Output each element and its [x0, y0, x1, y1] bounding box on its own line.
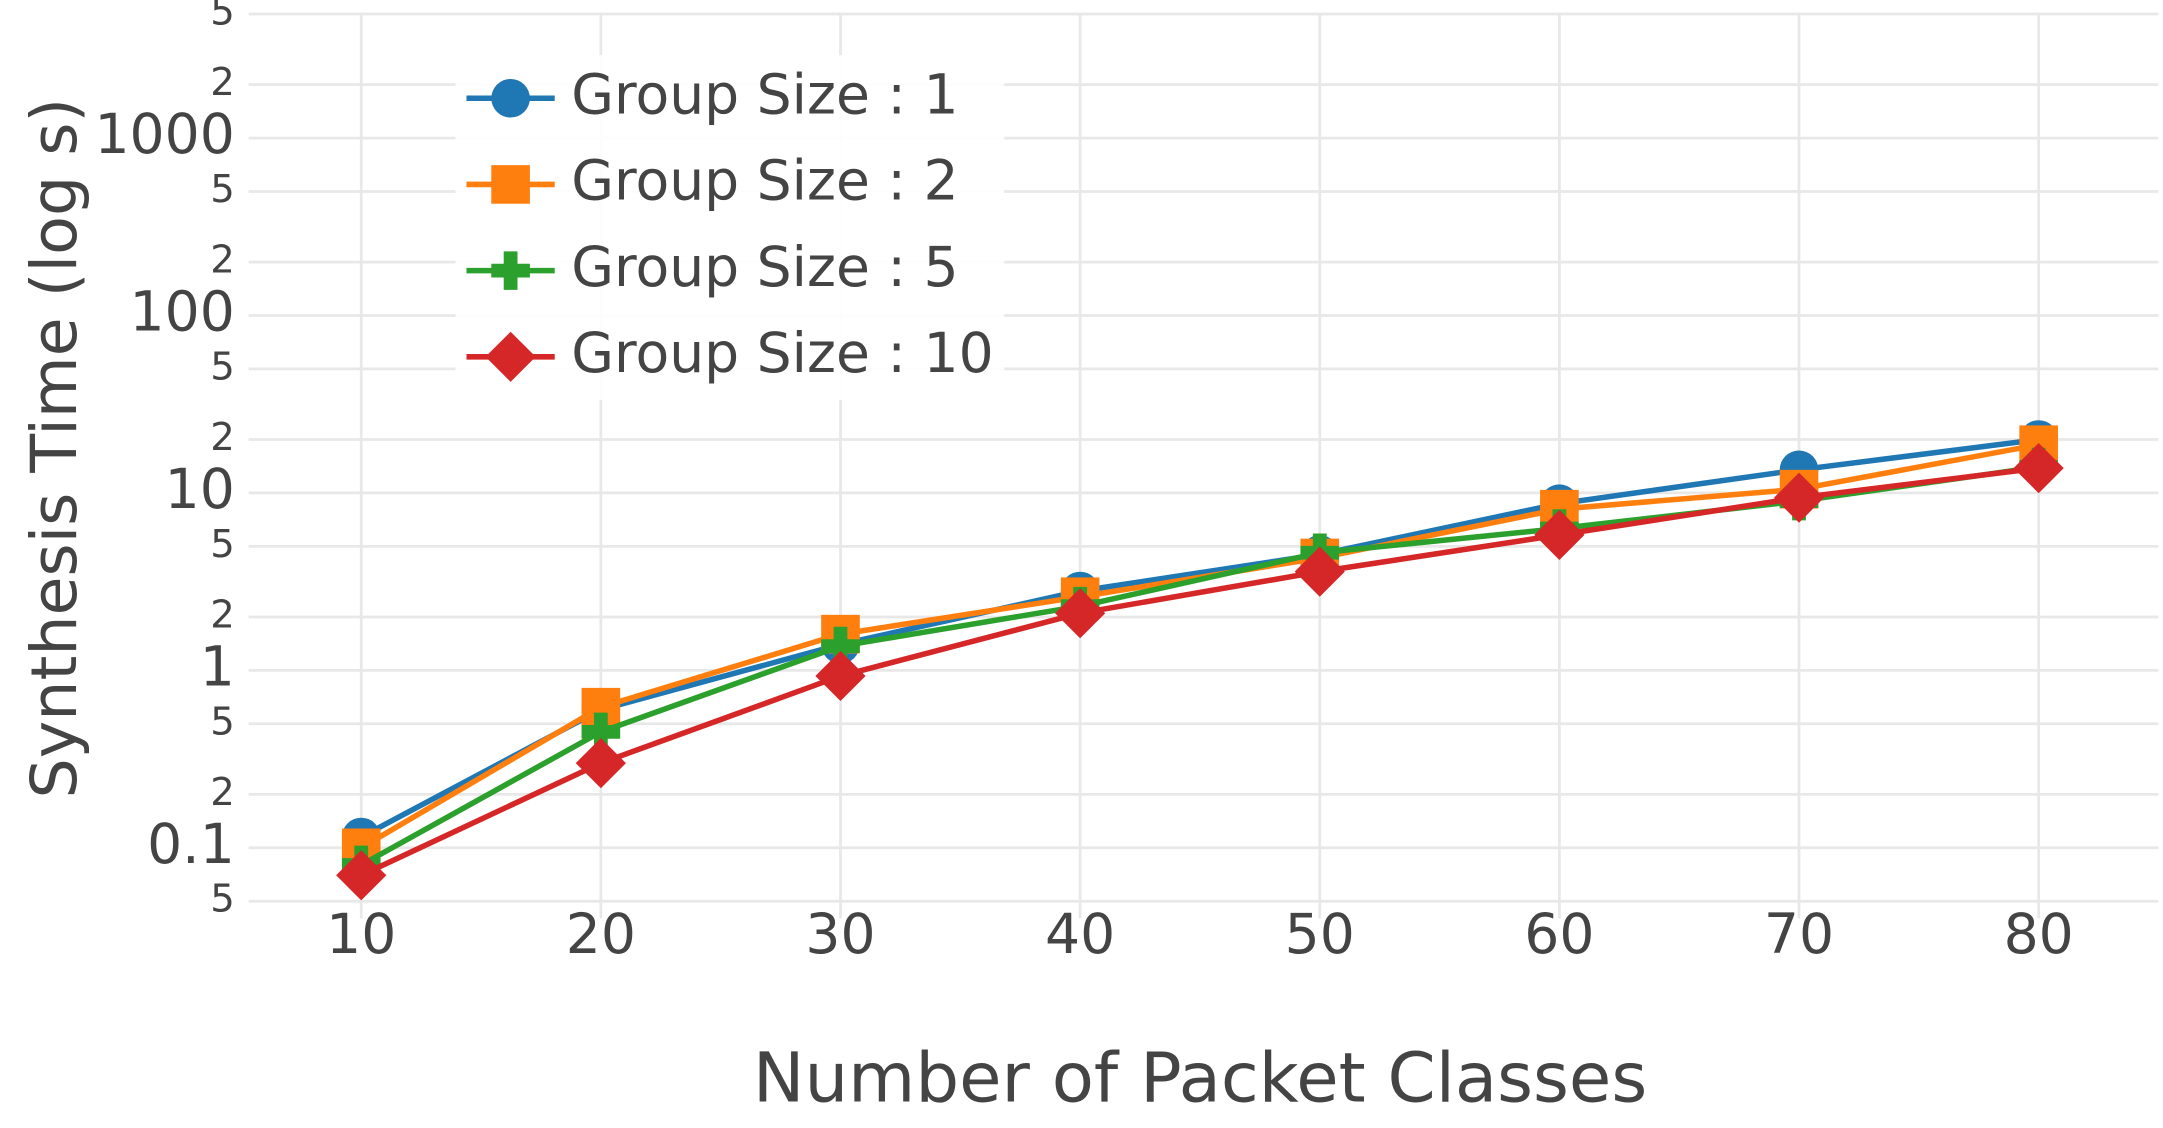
y-tick-label: 2 — [210, 592, 235, 637]
x-tick-label: 50 — [1285, 903, 1355, 967]
x-tick-label: 60 — [1524, 903, 1594, 967]
marker — [1055, 588, 1106, 639]
y-tick-label: 100 — [130, 281, 235, 345]
series-line — [359, 464, 2040, 868]
y-tick-label: 2 — [210, 60, 235, 105]
legend-label: Group Size : 5 — [571, 236, 958, 300]
y-axis-title: Synthesis Time (log s) — [17, 98, 91, 799]
y-tick-label: 5 — [210, 0, 235, 35]
y-tick-label: 5 — [210, 167, 235, 212]
legend-background — [455, 55, 1005, 400]
marker — [575, 738, 626, 789]
y-tick-label: 1 — [200, 635, 235, 699]
marker — [1294, 546, 1345, 597]
legend: Group Size : 1 Group Size : 2 Group Size :… — [455, 55, 1005, 400]
series-line — [360, 465, 2039, 878]
marker — [821, 626, 860, 666]
legend-label: Group Size : 10 — [571, 322, 993, 386]
marker — [1773, 472, 1825, 523]
legend-marker — [491, 251, 530, 290]
x-tick-label: 20 — [566, 903, 636, 967]
y-tick-label: 1000 — [94, 103, 234, 167]
y-tick-label: 2 — [210, 415, 235, 460]
marker — [581, 712, 621, 752]
y-tick-label: 10 — [165, 458, 235, 522]
marker — [815, 650, 866, 702]
series — [336, 443, 2064, 901]
x-axis-title: Number of Packet Classes — [753, 1039, 1647, 1119]
x-tick-label: 70 — [1764, 903, 1834, 967]
y-tick-label: 5 — [210, 699, 235, 744]
x-tick-label: 40 — [1045, 903, 1115, 967]
legend-marker — [491, 78, 530, 118]
legend-marker — [491, 165, 530, 204]
legend-label: Group Size : 2 — [571, 150, 958, 214]
series-line — [359, 436, 2040, 840]
y-tick-label: 5 — [210, 522, 235, 567]
y-tick-label: 0.1 — [147, 813, 235, 877]
legend-label: Group Size : 1 — [571, 63, 958, 127]
legend-marker — [485, 331, 536, 382]
marker — [2013, 443, 2064, 494]
x-tick-label: 30 — [805, 903, 875, 967]
x-tick-label: 80 — [2004, 903, 2074, 967]
y-tick-label: 2 — [210, 770, 235, 815]
y-tick-label: 2 — [210, 238, 235, 283]
x-tick-label: 10 — [326, 903, 396, 967]
y-tick-label: 5 — [210, 877, 235, 922]
y-tick-label: 5 — [210, 344, 235, 389]
